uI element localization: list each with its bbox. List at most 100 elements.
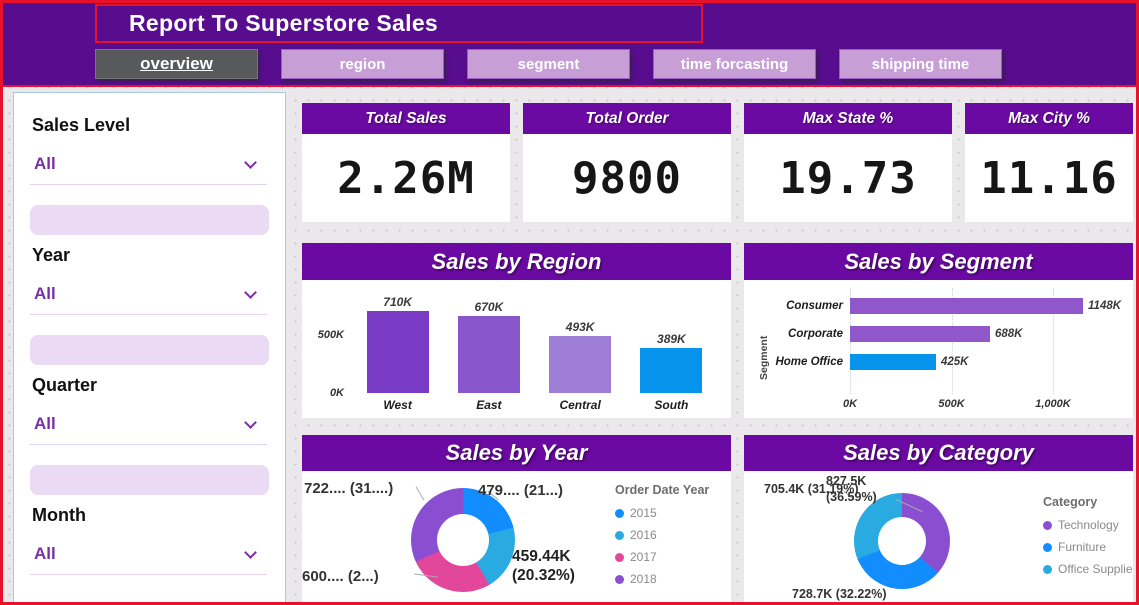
kpi-value: 2.26M: [337, 152, 475, 204]
sales-by-segment-chart: Segment 0K 500K 1,000K Consumer 1148K Corporat…: [744, 280, 1133, 418]
bar-home-office[interactable]: [850, 354, 936, 370]
tab-region[interactable]: region: [281, 49, 444, 79]
legend-dot: [615, 574, 624, 584]
sales-by-year-donut[interactable]: [411, 488, 515, 592]
slicer-sales-level: Sales Level All: [30, 115, 271, 185]
chevron-down-icon: [244, 545, 257, 559]
legend-item-office-supplie[interactable]: Office Supplie: [1043, 562, 1133, 576]
callout-line: [415, 486, 425, 501]
legend-dot: [1043, 520, 1052, 530]
legend-title: Category: [1043, 495, 1098, 509]
bar-row-corporate: Corporate 688K: [754, 320, 1133, 348]
kpi-value: 11.16: [980, 152, 1118, 204]
x-axis-tick: 1,000K: [1035, 398, 1071, 410]
chart-title-sales-by-region: Sales by Region: [302, 243, 731, 280]
page-title: Report To Superstore Sales: [129, 10, 439, 36]
bar-column-south: 389K South: [626, 280, 717, 415]
legend-label: 2018: [630, 572, 657, 586]
bar-category-label: Consumer: [786, 300, 843, 312]
legend-label: Office Supplie: [1058, 562, 1133, 576]
report-title-box: Report To Superstore Sales: [95, 4, 703, 43]
bar-consumer[interactable]: [850, 298, 1083, 314]
filter-sidebar: Sales Level All Year All Quarter All Month All: [13, 92, 286, 602]
data-label: 459.44K (20.32%): [512, 548, 575, 584]
chevron-down-icon: [244, 155, 257, 169]
kpi-title: Total Order: [523, 103, 731, 134]
slicer-selected-value: All: [34, 154, 56, 173]
bar-value-label: 493K: [565, 320, 595, 334]
slicer-separator: [30, 205, 269, 235]
bar-category-label: East: [476, 398, 502, 412]
legend-item-2015[interactable]: 2015: [615, 506, 709, 520]
data-label: 728.7K (32.22%): [792, 587, 887, 601]
x-axis-tick: 500K: [938, 398, 965, 410]
x-axis-tick: 0K: [842, 398, 858, 410]
bar-category-label: West: [383, 398, 412, 412]
y-axis-tick: 500K: [317, 329, 344, 342]
chevron-down-icon: [244, 285, 257, 299]
bar-value-label: 710K: [383, 295, 412, 309]
bar-value-label: 688K: [995, 328, 1023, 340]
slicer-label: Sales Level: [32, 115, 131, 135]
bar-corporate[interactable]: [850, 326, 990, 342]
kpi-card-max-state-: Max State % 19.73: [744, 103, 952, 222]
kpi-row: Total Sales 2.26M Total Order 9800 Max State…: [302, 103, 1133, 222]
panel-sales-by-segment: Sales by Segment Segment 0K 500K 1,000K Cons…: [744, 243, 1133, 418]
slicer-month-dropdown[interactable]: All: [30, 542, 267, 575]
slicer-separator: [30, 465, 269, 495]
kpi-title: Max State %: [744, 103, 952, 134]
slicer-label: Month: [32, 505, 86, 525]
bar-central[interactable]: [549, 336, 612, 393]
slicer-year-dropdown[interactable]: All: [30, 282, 267, 315]
kpi-value: 9800: [572, 152, 682, 204]
chart-title-sales-by-category: Sales by Category: [744, 435, 1133, 471]
tab-segment[interactable]: segment: [467, 49, 630, 79]
sales-by-year-legend: Order Date Year 2015 2016 2017 2018: [615, 483, 709, 594]
tab-time-forcasting[interactable]: time forcasting: [653, 49, 816, 79]
slicer-label: Quarter: [32, 375, 98, 395]
legend-item-2018[interactable]: 2018: [615, 572, 709, 586]
legend-label: 2017: [630, 550, 657, 564]
legend-item-furniture[interactable]: Furniture: [1043, 540, 1133, 554]
legend-title: Order Date Year: [615, 483, 710, 497]
kpi-title: Total Sales: [302, 103, 510, 134]
legend-label: Furniture: [1058, 540, 1107, 554]
y-axis: 0K 500K: [308, 280, 352, 415]
sales-by-category-donut[interactable]: [854, 493, 950, 589]
bar-west[interactable]: [366, 311, 429, 393]
tab-overview[interactable]: overview: [95, 49, 258, 79]
sales-by-region-chart: 0K 500K 710K West 670K East 493K Central 389K Sou…: [302, 280, 731, 418]
legend-dot: [1043, 542, 1052, 552]
sales-by-category-legend: Category Technology Furniture Office Suppli…: [1043, 495, 1133, 584]
panel-sales-by-region: Sales by Region 0K 500K 710K West 670K East 49…: [302, 243, 731, 418]
nav-tabs: overview region segment time forcasting ship…: [95, 49, 1002, 79]
legend-label: 2015: [630, 506, 657, 520]
bar-south[interactable]: [640, 348, 703, 393]
bars: Consumer 1148K Corporate 688K Home Office 425…: [744, 292, 1133, 376]
data-label: 600.... (2...): [302, 568, 379, 585]
data-label: 722.... (31....): [304, 480, 394, 497]
chart-title-sales-by-year: Sales by Year: [302, 435, 731, 471]
tab-shipping-time[interactable]: shipping time: [839, 49, 1002, 79]
legend-dot: [1043, 564, 1052, 574]
kpi-card-max-city-: Max City % 11.16: [965, 103, 1133, 222]
bar-category-label: Central: [559, 398, 601, 412]
bar-category-label: Home Office: [775, 356, 843, 368]
slicer-quarter: Quarter All: [30, 375, 271, 445]
slicer-quarter-dropdown[interactable]: All: [30, 412, 267, 445]
bar-east[interactable]: [457, 316, 520, 393]
slicer-selected-value: All: [34, 414, 56, 433]
chevron-down-icon: [244, 415, 257, 429]
legend-dot: [615, 552, 624, 562]
legend-item-2016[interactable]: 2016: [615, 528, 709, 542]
slicer-sales-level-dropdown[interactable]: All: [30, 152, 267, 185]
bar-value-label: 425K: [941, 356, 969, 368]
slicer-separator: [30, 335, 269, 365]
bar-column-central: 493K Central: [535, 280, 626, 415]
header-bar: Report To Superstore Sales overview regio…: [3, 3, 1136, 87]
legend-item-technology[interactable]: Technology: [1043, 518, 1133, 532]
slicer-month: Month All: [30, 505, 271, 575]
slicer-label: Year: [32, 245, 71, 265]
legend-item-2017[interactable]: 2017: [615, 550, 709, 564]
gridline: [1053, 288, 1054, 394]
